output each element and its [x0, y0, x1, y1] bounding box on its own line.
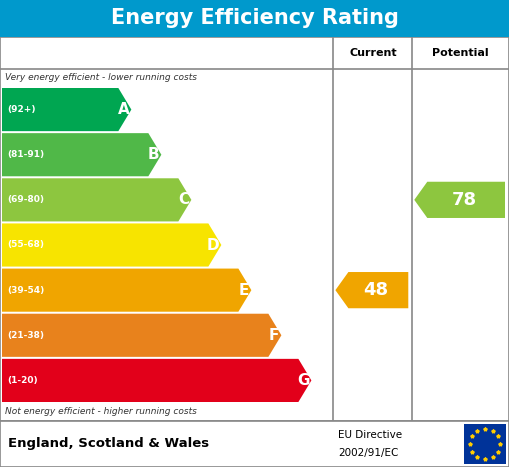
Text: Energy Efficiency Rating: Energy Efficiency Rating [110, 8, 399, 28]
Polygon shape [2, 178, 191, 221]
Polygon shape [2, 133, 161, 176]
Polygon shape [335, 272, 408, 308]
Text: 2002/91/EC: 2002/91/EC [338, 448, 399, 458]
Text: England, Scotland & Wales: England, Scotland & Wales [8, 438, 209, 451]
Text: 48: 48 [363, 281, 389, 299]
Text: F: F [269, 328, 279, 343]
Text: B: B [148, 147, 159, 162]
Text: (81-91): (81-91) [7, 150, 44, 159]
Text: Very energy efficient - lower running costs: Very energy efficient - lower running co… [5, 73, 197, 83]
Text: D: D [207, 238, 219, 253]
Text: Current: Current [349, 48, 397, 58]
Text: (39-54): (39-54) [7, 286, 44, 295]
Bar [464, 424, 506, 464]
Text: C: C [178, 192, 189, 207]
Text: (1-20): (1-20) [7, 376, 38, 385]
Text: (55-68): (55-68) [7, 241, 44, 249]
Text: Potential: Potential [432, 48, 489, 58]
Text: G: G [297, 373, 309, 388]
Polygon shape [2, 223, 221, 267]
Polygon shape [2, 88, 131, 131]
Polygon shape [2, 269, 251, 311]
Bar [0, 421, 509, 467]
Polygon shape [2, 314, 281, 357]
Text: 78: 78 [451, 191, 476, 209]
Text: A: A [118, 102, 129, 117]
Text: EU Directive: EU Directive [338, 430, 403, 440]
Text: E: E [239, 283, 249, 297]
Text: Not energy efficient - higher running costs: Not energy efficient - higher running co… [5, 408, 197, 417]
Text: (92+): (92+) [7, 105, 36, 114]
Bar [0, 0, 509, 37]
Polygon shape [414, 182, 505, 218]
Bar [0, 37, 509, 421]
Text: (21-38): (21-38) [7, 331, 44, 340]
Text: (69-80): (69-80) [7, 195, 44, 205]
Polygon shape [2, 359, 312, 402]
